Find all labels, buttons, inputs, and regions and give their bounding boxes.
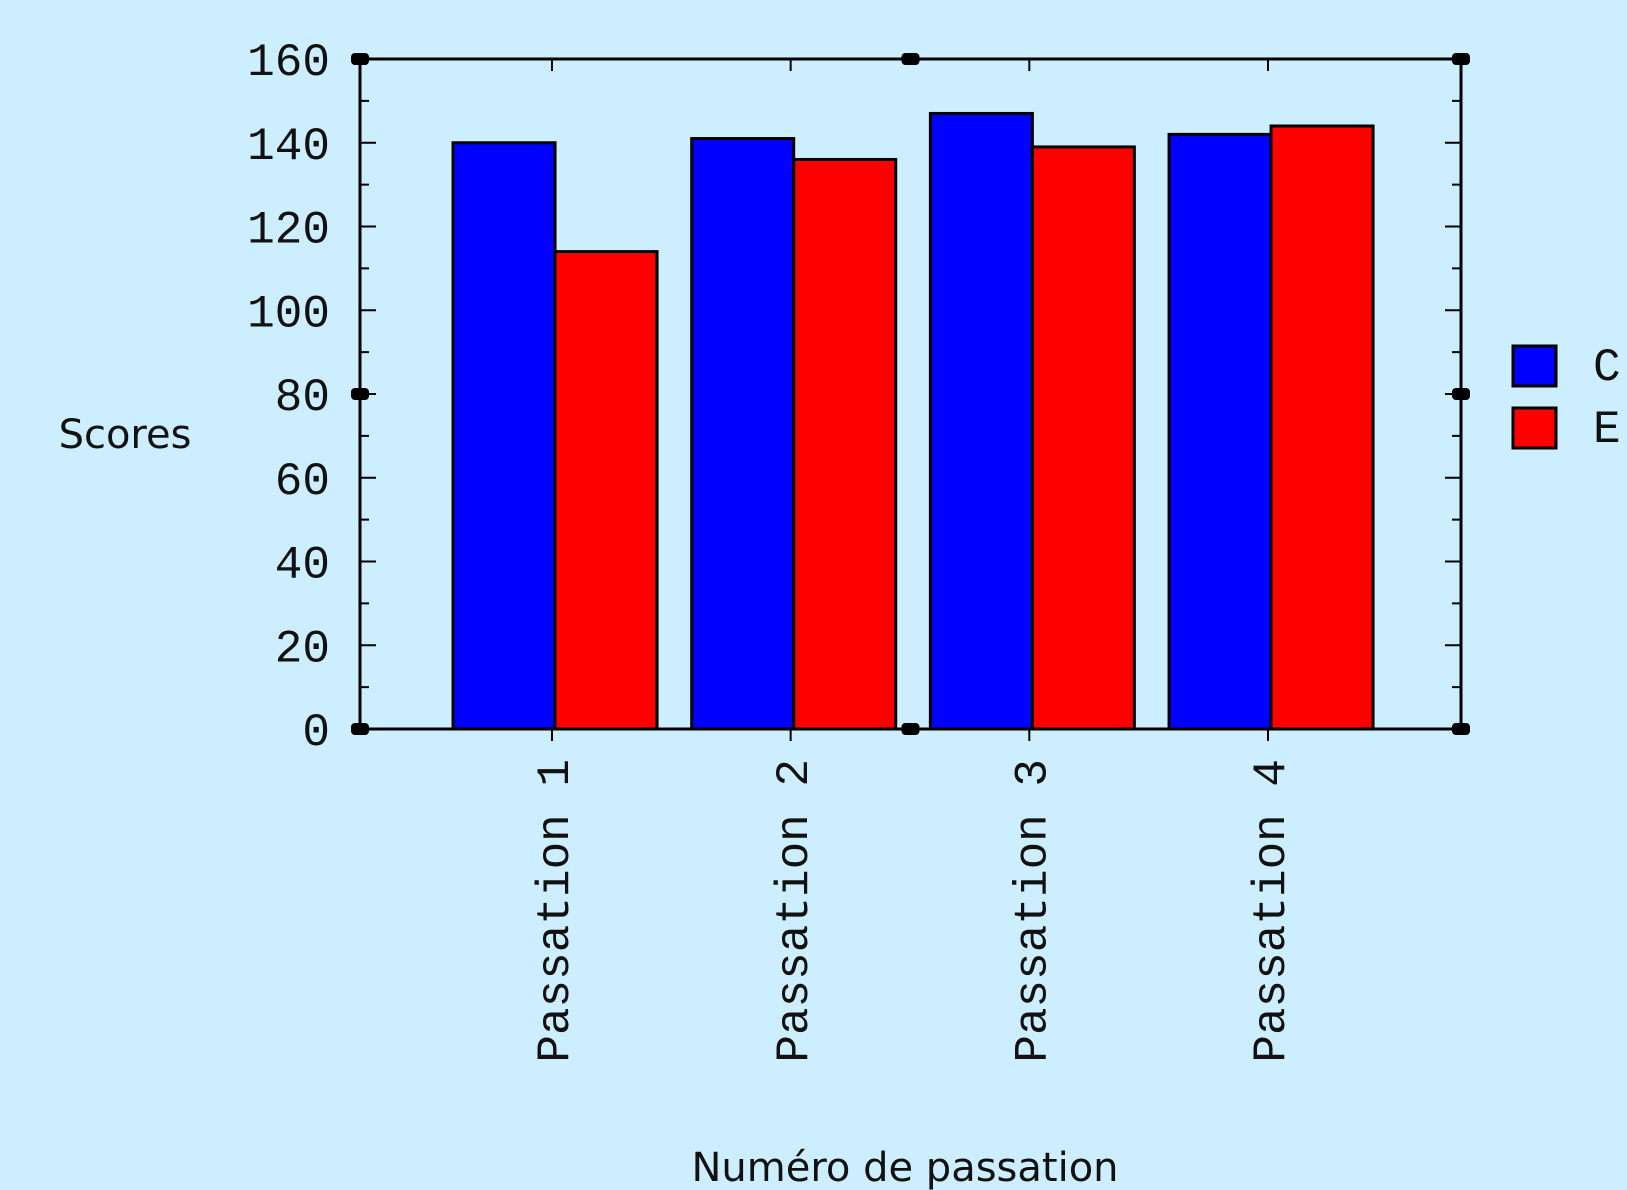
legend-swatch (1511, 344, 1558, 388)
y-tick-label: 160 (247, 37, 330, 89)
legend-label: C (1593, 342, 1621, 394)
x-tick-label: Passation 3 (1007, 759, 1059, 1063)
y-tick-label: 80 (275, 372, 330, 424)
selection-handle (351, 53, 369, 65)
selection-handle (901, 53, 920, 65)
x-axis-title: Numéro de passation (691, 1145, 1118, 1190)
legend-label: E (1593, 404, 1621, 456)
bar (928, 111, 1034, 731)
bar (451, 141, 557, 731)
y-tick-label: 100 (247, 288, 330, 340)
selection-handle (351, 723, 369, 735)
y-tick-label: 40 (275, 540, 330, 592)
bar (1269, 124, 1375, 731)
selection-handle (351, 388, 369, 400)
y-axis-title: Scores (59, 412, 192, 458)
y-tick-label: 120 (247, 205, 330, 257)
y-tick-label: 20 (275, 623, 330, 675)
selection-handle (901, 723, 920, 735)
bar (553, 250, 659, 731)
bar (690, 137, 796, 731)
x-tick-label: Passation 2 (769, 759, 821, 1063)
bar (792, 158, 898, 731)
y-tick-label: 60 (275, 456, 330, 508)
bar (1167, 132, 1273, 731)
x-tick-label: Passation 4 (1246, 759, 1298, 1063)
y-tick-label: 0 (302, 707, 330, 759)
bar (1030, 145, 1136, 731)
x-tick-label: Passation 1 (530, 759, 582, 1063)
selection-handle (1452, 723, 1470, 735)
legend-swatch (1511, 406, 1558, 450)
selection-handle (1452, 53, 1470, 65)
y-tick-label: 140 (247, 121, 330, 173)
selection-handle (1452, 388, 1470, 400)
